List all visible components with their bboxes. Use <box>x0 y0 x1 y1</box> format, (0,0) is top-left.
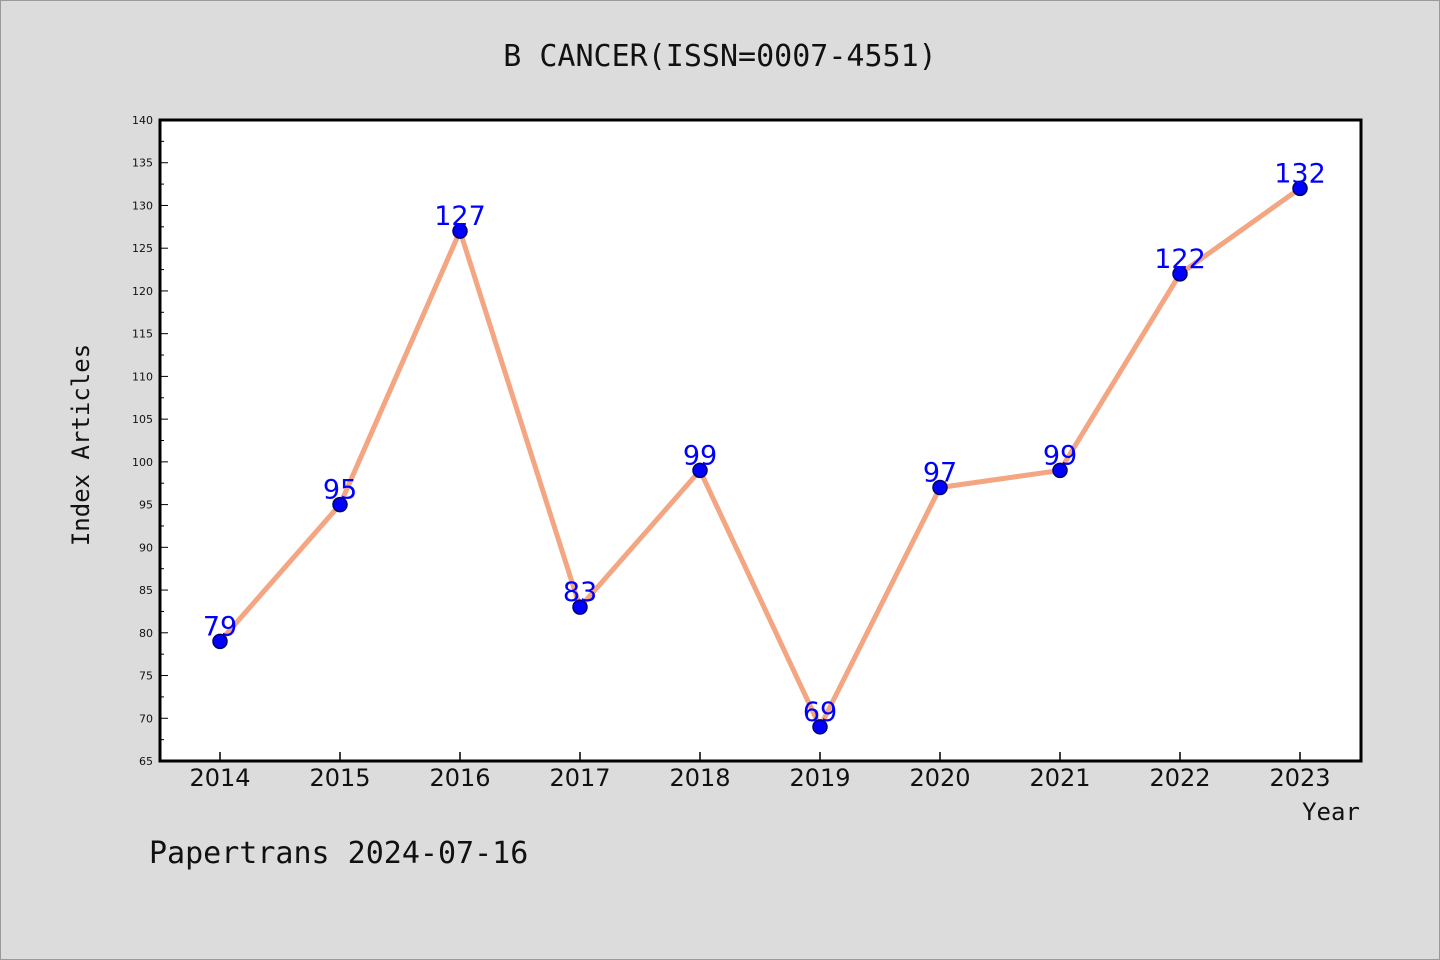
data-point <box>212 633 228 650</box>
data-point <box>1292 180 1308 197</box>
data-point <box>332 496 348 513</box>
x-tick-label: 2014 <box>189 764 250 792</box>
y-tick-label: 105 <box>132 413 153 426</box>
data-label: 79 <box>203 611 237 642</box>
x-tick-label: 2020 <box>909 764 970 792</box>
x-tick-label: 2021 <box>1029 764 1090 792</box>
data-label: 69 <box>803 697 837 728</box>
y-tick-label: 90 <box>139 541 153 554</box>
x-axis-label: Year <box>1302 798 1360 826</box>
x-tick-label: 2015 <box>309 764 370 792</box>
y-tick-label: 120 <box>132 285 153 298</box>
data-point <box>932 479 948 496</box>
data-label: 95 <box>323 475 357 506</box>
y-axis: 65 70 75 80 85 90 95 100 105 110 115 120 125 130 135 14… <box>132 114 168 768</box>
y-tick-label: 75 <box>139 670 153 683</box>
x-tick-label: 2016 <box>429 764 490 792</box>
data-point <box>692 462 708 479</box>
y-tick-label: 115 <box>132 328 153 341</box>
x-axis: 2014 2015 2016 2017 2018 2019 2020 2021 2022 2023 <box>189 752 1331 792</box>
data-label: 97 <box>923 458 957 489</box>
footer-credit: Papertrans 2024-07-16 <box>149 836 528 871</box>
x-tick-label: 2023 <box>1269 764 1330 792</box>
y-tick-label: 65 <box>139 755 153 768</box>
data-label: 99 <box>683 440 717 471</box>
y-tick-label: 130 <box>132 199 153 212</box>
y-tick-label: 135 <box>132 157 153 170</box>
y-axis-label: Index Articles <box>67 344 95 546</box>
data-labels: 79 95 127 83 99 69 97 99 122 132 <box>203 158 1326 727</box>
y-tick-label: 95 <box>139 499 153 512</box>
y-tick-label: 85 <box>139 584 153 597</box>
x-tick-label: 2017 <box>549 764 610 792</box>
data-point <box>452 223 468 239</box>
data-point <box>1172 266 1188 282</box>
data-label: 99 <box>1043 440 1077 471</box>
x-tick-label: 2018 <box>669 764 730 792</box>
series-line <box>217 185 1303 730</box>
data-point <box>812 719 828 735</box>
x-tick-label: 2019 <box>789 764 850 792</box>
data-label: 122 <box>1154 244 1206 275</box>
plot-area <box>158 118 1363 763</box>
y-tick-label: 140 <box>132 114 153 127</box>
y-tick-label: 100 <box>132 456 153 469</box>
data-point <box>572 599 588 615</box>
y-tick-label: 110 <box>132 370 153 383</box>
data-label: 132 <box>1274 158 1326 189</box>
y-tick-label: 125 <box>132 242 153 255</box>
series <box>212 180 1308 735</box>
data-point <box>1052 462 1068 479</box>
y-tick-label: 70 <box>139 712 153 725</box>
data-label: 83 <box>563 577 597 608</box>
y-tick-label: 80 <box>139 627 153 640</box>
x-tick-label: 2022 <box>1149 764 1210 792</box>
chart-title: B CANCER(ISSN=0007-4551) <box>503 39 936 74</box>
data-label: 127 <box>434 201 486 232</box>
